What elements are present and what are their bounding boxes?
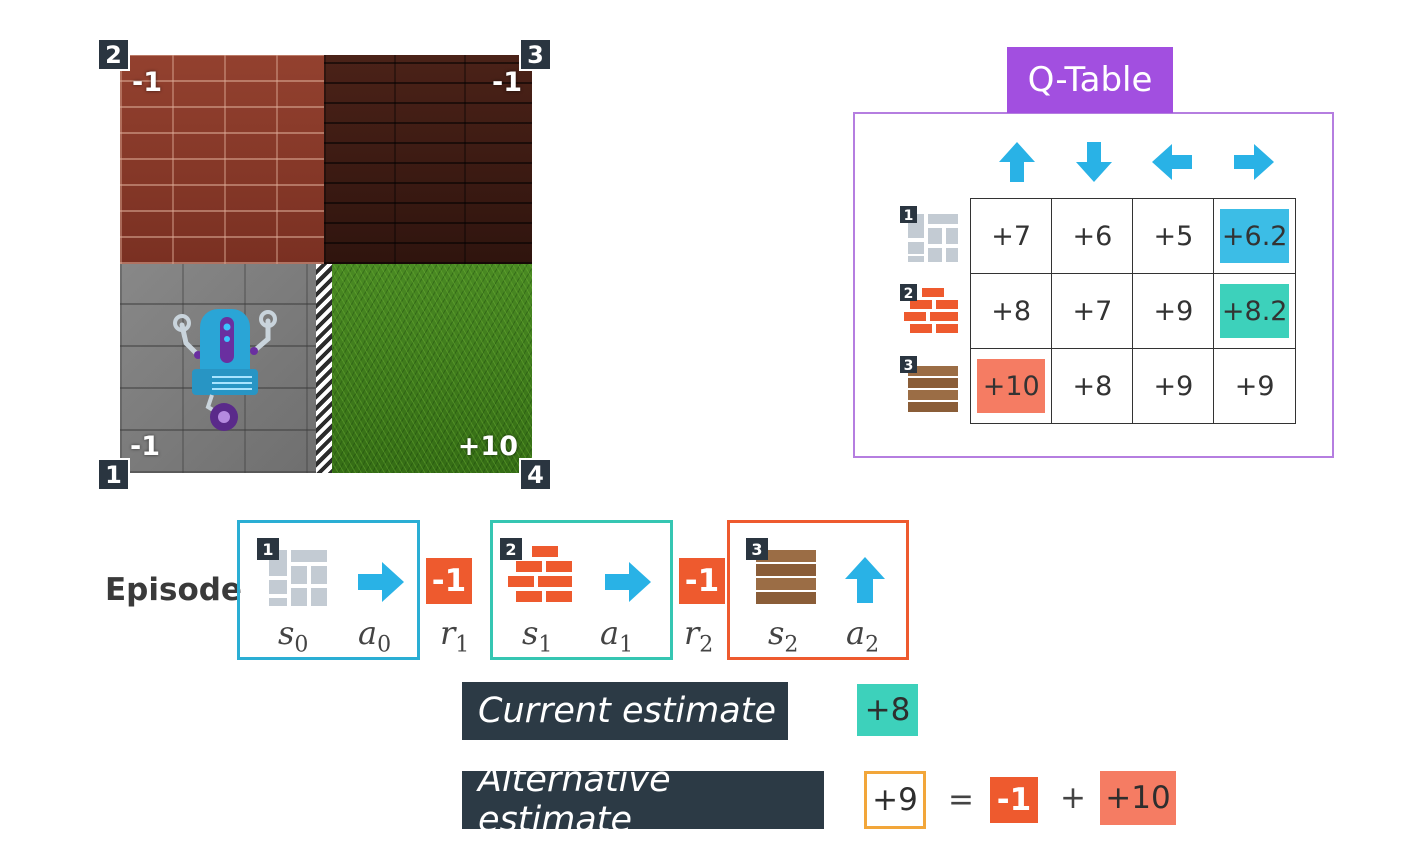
equals-sign: = bbox=[948, 782, 974, 818]
state-num-3: 3 bbox=[904, 358, 914, 374]
q-cell: +6 bbox=[1051, 198, 1134, 274]
episode-state-num: 1 bbox=[262, 540, 273, 559]
dark-wood-tile bbox=[324, 55, 532, 264]
reward-chip-r1: -1 bbox=[426, 558, 472, 604]
episode-step-0 bbox=[237, 520, 420, 660]
q-cell: +7 bbox=[1051, 273, 1134, 349]
q-cell: +8 bbox=[1051, 348, 1134, 424]
state-symbol-s0: s0 bbox=[278, 614, 309, 658]
q-cell-highlighted: +10 bbox=[969, 348, 1053, 424]
q-table-grid: +7 +6 +5 +6.2 +8 +7 +9 +8.2 +10 +8 +9 +9 bbox=[969, 198, 1296, 424]
corner-badge-1: 1 bbox=[97, 458, 130, 491]
brick-wall-tile bbox=[120, 55, 324, 264]
state-num-1: 1 bbox=[904, 208, 914, 224]
alternative-future-value: +10 bbox=[1100, 771, 1176, 825]
current-estimate-label: Current estimate bbox=[462, 682, 788, 740]
right-arrow-icon bbox=[605, 562, 651, 602]
current-estimate-value: +8 bbox=[857, 684, 918, 736]
up-arrow-icon bbox=[845, 557, 885, 603]
episode-step-2 bbox=[727, 520, 909, 660]
corner-badge-2: 2 bbox=[97, 38, 130, 71]
state-num-2: 2 bbox=[904, 286, 914, 302]
q-cell: +9 bbox=[1213, 348, 1296, 424]
stone-state-icon: 1 bbox=[900, 206, 958, 262]
state-symbol-s1: s1 bbox=[522, 614, 553, 658]
wood-state-icon: 3 bbox=[746, 538, 816, 604]
q-cell: +7 bbox=[969, 198, 1053, 274]
brick-state-icon: 2 bbox=[500, 538, 572, 602]
q-row-state-1: +7 +6 +5 +6.2 bbox=[969, 198, 1296, 274]
reward-symbol-r1: r1 bbox=[440, 614, 470, 658]
reward-state-2: -1 bbox=[132, 67, 162, 98]
state-symbol-s2: s2 bbox=[768, 614, 799, 658]
striped-divider bbox=[316, 264, 332, 473]
episode-step-1 bbox=[490, 520, 673, 660]
q-table-frame bbox=[853, 112, 1334, 458]
plus-sign: + bbox=[1060, 780, 1086, 816]
alternative-estimate-value: +9 bbox=[864, 771, 926, 829]
alternative-reward-chip: -1 bbox=[990, 777, 1038, 823]
q-cell: +9 bbox=[1132, 348, 1215, 424]
up-arrow-icon bbox=[999, 142, 1035, 182]
q-row-state-2: +8 +7 +9 +8.2 bbox=[969, 273, 1296, 349]
reward-state-4: +10 bbox=[457, 431, 518, 462]
right-arrow-icon bbox=[1234, 144, 1274, 180]
q-cell-highlighted: +8.2 bbox=[1213, 273, 1296, 349]
episode-state-num: 3 bbox=[751, 540, 762, 559]
reward-state-3: -1 bbox=[492, 67, 522, 98]
down-arrow-icon bbox=[1076, 142, 1112, 182]
grass-tile bbox=[332, 264, 532, 473]
brick-state-icon: 2 bbox=[900, 284, 958, 333]
q-cell: +9 bbox=[1132, 273, 1215, 349]
q-cell-highlighted: +6.2 bbox=[1213, 198, 1296, 274]
corner-badge-3: 3 bbox=[519, 38, 552, 71]
q-cell: +8 bbox=[969, 273, 1053, 349]
q-table-title: Q-Table bbox=[1007, 47, 1173, 113]
corner-badge-4: 4 bbox=[519, 458, 552, 491]
action-symbol-a2: a2 bbox=[846, 614, 880, 658]
action-symbol-a1: a1 bbox=[600, 614, 634, 658]
q-cell: +5 bbox=[1132, 198, 1215, 274]
reward-chip-r2: -1 bbox=[679, 558, 725, 604]
q-row-state-3: +10 +8 +9 +9 bbox=[969, 348, 1296, 424]
episode-state-num: 2 bbox=[505, 540, 516, 559]
stone-state-icon: 1 bbox=[257, 538, 327, 606]
episode-label: Episode bbox=[105, 572, 242, 608]
alternative-estimate-label: Alternative estimate bbox=[462, 760, 824, 840]
wood-state-icon: 3 bbox=[900, 356, 958, 412]
reward-symbol-r2: r2 bbox=[684, 614, 714, 658]
robot-icon bbox=[173, 309, 277, 431]
reward-state-1: -1 bbox=[130, 431, 160, 462]
grid-world: -1 -1 -1 +10 bbox=[120, 55, 532, 473]
left-arrow-icon bbox=[1152, 144, 1192, 180]
action-symbol-a0: a0 bbox=[358, 614, 392, 658]
right-arrow-icon bbox=[358, 562, 404, 602]
